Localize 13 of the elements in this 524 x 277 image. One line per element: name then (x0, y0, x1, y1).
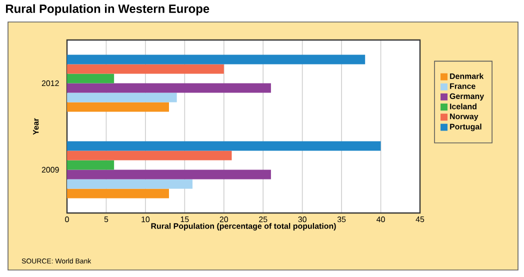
bar (67, 64, 224, 74)
chart-title: Rural Population in Western Europe (6, 4, 210, 16)
bar (67, 74, 114, 84)
bar (67, 141, 381, 151)
bar (67, 102, 169, 112)
bar (67, 160, 114, 170)
bar (67, 170, 271, 180)
bar (67, 83, 271, 93)
bar (67, 150, 232, 160)
bar (67, 92, 177, 102)
bar (67, 179, 193, 189)
bar (67, 188, 169, 198)
bar (67, 54, 366, 64)
